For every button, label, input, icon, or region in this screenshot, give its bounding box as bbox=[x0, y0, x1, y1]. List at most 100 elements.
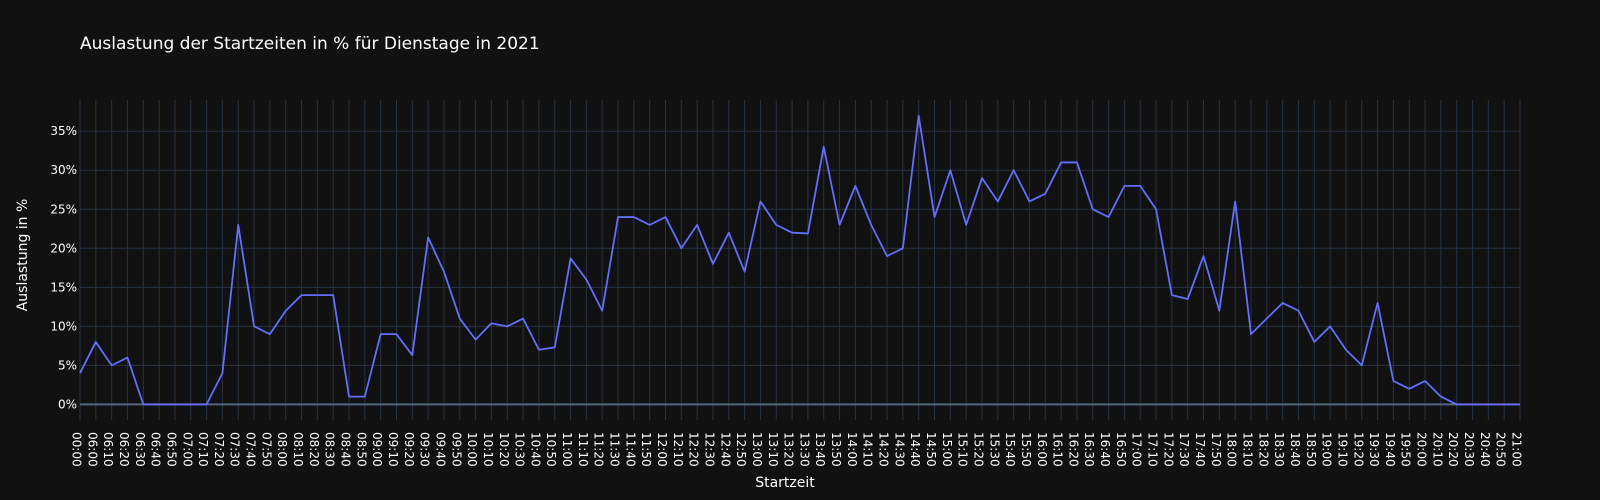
x-tick-label: 19:00 bbox=[1320, 432, 1334, 467]
x-tick-label: 08:40 bbox=[339, 432, 353, 467]
x-tick-label: 18:50 bbox=[1304, 432, 1318, 467]
x-tick-label: 14:10 bbox=[861, 432, 875, 467]
x-tick-label: 19:40 bbox=[1383, 432, 1397, 467]
x-tick-label: 11:50 bbox=[639, 432, 653, 467]
x-tick-label: 14:40 bbox=[908, 432, 922, 467]
x-tick-label: 19:20 bbox=[1351, 432, 1365, 467]
x-tick-label: 08:00 bbox=[275, 432, 289, 467]
x-tick-label: 12:10 bbox=[671, 432, 685, 467]
x-tick-label: 15:10 bbox=[956, 432, 970, 467]
x-tick-label: 07:10 bbox=[196, 432, 210, 467]
x-tick-label: 06:30 bbox=[133, 432, 147, 467]
y-axis-title: Auslastung in % bbox=[15, 199, 31, 312]
x-tick-label: 08:20 bbox=[307, 432, 321, 467]
y-tick-label: 20% bbox=[50, 241, 77, 255]
x-tick-label: 15:30 bbox=[987, 432, 1001, 467]
chart-title: Auslastung der Startzeiten in % für Dien… bbox=[80, 34, 540, 54]
x-tick-label: 09:30 bbox=[418, 432, 432, 467]
x-tick-label: 16:10 bbox=[1051, 432, 1065, 467]
x-tick-label: 11:00 bbox=[560, 432, 574, 467]
x-tick-label: 13:20 bbox=[782, 432, 796, 467]
x-tick-label: 16:50 bbox=[1114, 432, 1128, 467]
x-tick-label: 11:40 bbox=[623, 432, 637, 467]
x-tick-label: 18:00 bbox=[1225, 432, 1239, 467]
x-tick-label: 16:20 bbox=[1066, 432, 1080, 467]
x-tick-label: 16:40 bbox=[1098, 432, 1112, 467]
x-tick-label: 13:10 bbox=[766, 432, 780, 467]
x-tick-label: 19:30 bbox=[1367, 432, 1381, 467]
x-tick-label: 21:00 bbox=[1510, 432, 1524, 467]
x-tick-label: 20:20 bbox=[1446, 432, 1460, 467]
y-tick-label: 30% bbox=[50, 163, 77, 177]
x-tick-label: 06:50 bbox=[164, 432, 178, 467]
y-tick-label: 5% bbox=[58, 358, 77, 372]
x-tick-label: 07:40 bbox=[244, 432, 258, 467]
x-tick-label: 20:50 bbox=[1494, 432, 1508, 467]
x-tick-label: 15:40 bbox=[1003, 432, 1017, 467]
x-tick-label: 14:30 bbox=[892, 432, 906, 467]
x-tick-label: 11:30 bbox=[608, 432, 622, 467]
x-tick-label: 07:00 bbox=[180, 432, 194, 467]
x-tick-label: 08:30 bbox=[323, 432, 337, 467]
x-tick-label: 16:00 bbox=[1035, 432, 1049, 467]
x-tick-label: 07:20 bbox=[212, 432, 226, 467]
series-line bbox=[79, 114, 1520, 406]
x-tick-label: 12:30 bbox=[702, 432, 716, 467]
x-tick-label: 17:20 bbox=[1161, 432, 1175, 467]
x-tick-label: 06:20 bbox=[117, 432, 131, 467]
x-tick-label: 19:50 bbox=[1399, 432, 1413, 467]
x-tick-label: 16:30 bbox=[1082, 432, 1096, 467]
series-layer bbox=[79, 114, 1520, 406]
x-tick-label: 17:00 bbox=[1130, 432, 1144, 467]
x-tick-label: 12:00 bbox=[655, 432, 669, 467]
x-tick-label: 20:40 bbox=[1478, 432, 1492, 467]
x-tick-label: 12:40 bbox=[718, 432, 732, 467]
x-tick-label: 20:00 bbox=[1415, 432, 1429, 467]
x-tick-label: 12:20 bbox=[687, 432, 701, 467]
x-tick-label: 14:20 bbox=[877, 432, 891, 467]
x-tick-label: 10:40 bbox=[528, 432, 542, 467]
x-tick-label: 15:50 bbox=[1019, 432, 1033, 467]
x-tick-label: 17:10 bbox=[1146, 432, 1160, 467]
x-tick-label: 18:40 bbox=[1288, 432, 1302, 467]
x-tick-label: 09:20 bbox=[402, 432, 416, 467]
x-tick-label: 13:30 bbox=[797, 432, 811, 467]
x-tick-label: 18:20 bbox=[1256, 432, 1270, 467]
x-tick-label: 07:50 bbox=[259, 432, 273, 467]
x-tick-label: 11:10 bbox=[576, 432, 590, 467]
x-tick-label: 10:20 bbox=[497, 432, 511, 467]
x-tick-label: 09:50 bbox=[449, 432, 463, 467]
x-tick-label: 10:00 bbox=[465, 432, 479, 467]
x-tick-label: 06:40 bbox=[149, 432, 163, 467]
y-axis-ticks: 0% 5% 10% 15% 20% 25% 30% 35% bbox=[50, 124, 77, 411]
x-tick-label: 17:30 bbox=[1177, 432, 1191, 467]
x-tick-label: 00:00 bbox=[70, 432, 84, 467]
x-tick-label: 13:50 bbox=[829, 432, 843, 467]
x-tick-label: 13:40 bbox=[813, 432, 827, 467]
x-axis-ticks: 00:00 06:00 06:10 06:20 06:30 06:40 06:50 07:00… bbox=[70, 432, 1524, 467]
y-tick-label: 0% bbox=[58, 397, 77, 411]
x-tick-label: 11:20 bbox=[592, 432, 606, 467]
x-tick-label: 10:30 bbox=[513, 432, 527, 467]
x-tick-label: 12:50 bbox=[734, 432, 748, 467]
x-tick-label: 06:00 bbox=[85, 432, 99, 467]
x-tick-label: 10:50 bbox=[544, 432, 558, 467]
x-tick-label: 20:30 bbox=[1462, 432, 1476, 467]
x-tick-label: 09:40 bbox=[433, 432, 447, 467]
y-tick-label: 15% bbox=[50, 280, 77, 294]
x-tick-label: 07:30 bbox=[228, 432, 242, 467]
x-axis-title: Startzeit bbox=[755, 475, 815, 491]
x-tick-label: 18:10 bbox=[1240, 432, 1254, 467]
x-tick-label: 19:10 bbox=[1335, 432, 1349, 467]
x-tick-label: 15:20 bbox=[971, 432, 985, 467]
x-tick-label: 13:00 bbox=[750, 432, 764, 467]
x-tick-label: 08:10 bbox=[291, 432, 305, 467]
x-tick-label: 06:10 bbox=[101, 432, 115, 467]
grid-layer bbox=[79, 100, 1521, 420]
x-tick-label: 08:50 bbox=[354, 432, 368, 467]
x-tick-label: 09:00 bbox=[370, 432, 384, 467]
x-tick-label: 10:10 bbox=[481, 432, 495, 467]
x-tick-label: 17:50 bbox=[1209, 432, 1223, 467]
y-tick-label: 10% bbox=[50, 319, 77, 333]
